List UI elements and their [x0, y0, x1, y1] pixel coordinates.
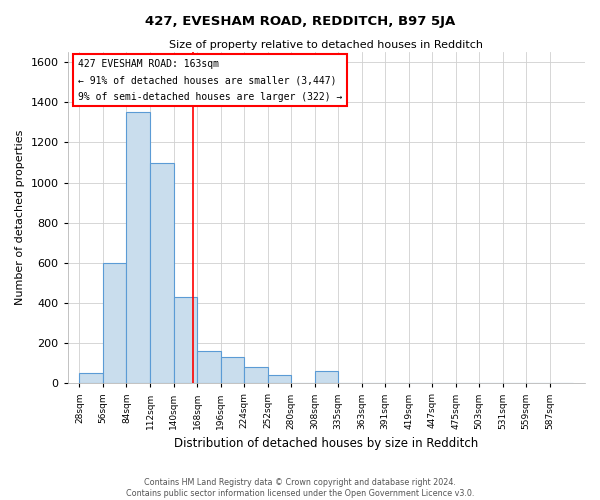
Title: Size of property relative to detached houses in Redditch: Size of property relative to detached ho… [169, 40, 484, 50]
Bar [173, 297, 197, 384]
Text: Contains HM Land Registry data © Crown copyright and database right 2024.
Contai: Contains HM Land Registry data © Crown c… [126, 478, 474, 498]
Bar [197, 351, 221, 384]
Bar [221, 357, 244, 384]
Bar [127, 112, 150, 384]
Bar [79, 373, 103, 384]
Text: 427, EVESHAM ROAD, REDDITCH, B97 5JA: 427, EVESHAM ROAD, REDDITCH, B97 5JA [145, 15, 455, 28]
Text: 427 EVESHAM ROAD: 163sqm
← 91% of detached houses are smaller (3,447)
9% of semi: 427 EVESHAM ROAD: 163sqm ← 91% of detach… [78, 59, 343, 102]
Bar [103, 263, 127, 384]
Bar [314, 371, 338, 384]
Y-axis label: Number of detached properties: Number of detached properties [15, 130, 25, 306]
Bar [150, 162, 173, 384]
Bar [244, 367, 268, 384]
X-axis label: Distribution of detached houses by size in Redditch: Distribution of detached houses by size … [174, 437, 478, 450]
Bar [268, 375, 291, 384]
